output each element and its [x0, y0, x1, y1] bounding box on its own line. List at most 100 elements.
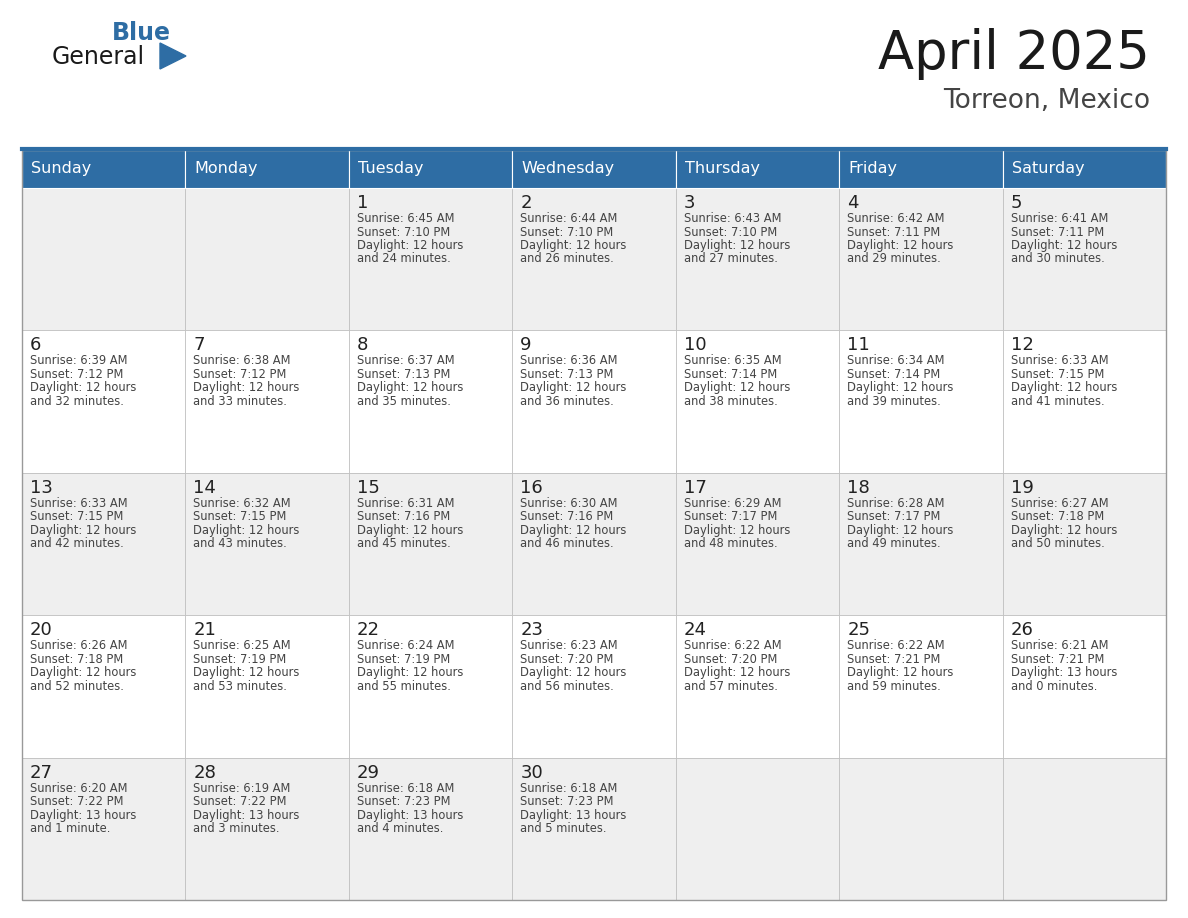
- Text: 30: 30: [520, 764, 543, 781]
- Bar: [23, 150, 185, 188]
- Text: and 41 minutes.: and 41 minutes.: [1011, 395, 1104, 408]
- Text: Sunrise: 6:35 AM: Sunrise: 6:35 AM: [684, 354, 782, 367]
- Text: Friday: Friday: [848, 162, 897, 176]
- Bar: [512, 188, 676, 330]
- Text: Sunrise: 6:39 AM: Sunrise: 6:39 AM: [30, 354, 127, 367]
- Text: and 52 minutes.: and 52 minutes.: [30, 679, 124, 693]
- Text: and 46 minutes.: and 46 minutes.: [520, 537, 614, 550]
- Text: Sunset: 7:21 PM: Sunset: 7:21 PM: [1011, 653, 1104, 666]
- Text: Sunset: 7:23 PM: Sunset: 7:23 PM: [356, 795, 450, 808]
- Text: Daylight: 12 hours: Daylight: 12 hours: [1011, 381, 1117, 395]
- Text: Sunrise: 6:22 AM: Sunrise: 6:22 AM: [684, 639, 782, 652]
- Text: Sunrise: 6:19 AM: Sunrise: 6:19 AM: [194, 781, 291, 795]
- Text: 11: 11: [847, 336, 870, 354]
- Text: Daylight: 12 hours: Daylight: 12 hours: [356, 524, 463, 537]
- Text: 20: 20: [30, 621, 52, 639]
- Text: Sunrise: 6:44 AM: Sunrise: 6:44 AM: [520, 212, 618, 225]
- Text: Sunrise: 6:36 AM: Sunrise: 6:36 AM: [520, 354, 618, 367]
- Text: 10: 10: [684, 336, 707, 354]
- Text: Sunrise: 6:25 AM: Sunrise: 6:25 AM: [194, 639, 291, 652]
- Text: 6: 6: [30, 336, 42, 354]
- Text: Daylight: 12 hours: Daylight: 12 hours: [30, 524, 137, 537]
- Text: Daylight: 12 hours: Daylight: 12 hours: [1011, 524, 1117, 537]
- Text: Daylight: 12 hours: Daylight: 12 hours: [1011, 239, 1117, 252]
- Text: Daylight: 12 hours: Daylight: 12 hours: [194, 381, 299, 395]
- Bar: [676, 330, 839, 473]
- Text: 16: 16: [520, 479, 543, 497]
- Text: and 50 minutes.: and 50 minutes.: [1011, 537, 1105, 550]
- Text: Daylight: 13 hours: Daylight: 13 hours: [520, 809, 626, 822]
- Text: Sunrise: 6:22 AM: Sunrise: 6:22 AM: [847, 639, 944, 652]
- Text: Sunrise: 6:30 AM: Sunrise: 6:30 AM: [520, 497, 618, 509]
- Text: 15: 15: [356, 479, 380, 497]
- Bar: [23, 757, 185, 900]
- Bar: [23, 615, 185, 757]
- Bar: [839, 473, 1003, 615]
- Text: and 45 minutes.: and 45 minutes.: [356, 537, 450, 550]
- Text: Daylight: 12 hours: Daylight: 12 hours: [847, 524, 954, 537]
- Text: Daylight: 12 hours: Daylight: 12 hours: [847, 239, 954, 252]
- Text: Sunset: 7:10 PM: Sunset: 7:10 PM: [520, 226, 613, 239]
- Text: Daylight: 12 hours: Daylight: 12 hours: [520, 381, 626, 395]
- Bar: [676, 757, 839, 900]
- Text: Sunrise: 6:23 AM: Sunrise: 6:23 AM: [520, 639, 618, 652]
- Text: Daylight: 12 hours: Daylight: 12 hours: [356, 239, 463, 252]
- Text: and 56 minutes.: and 56 minutes.: [520, 679, 614, 693]
- Text: 8: 8: [356, 336, 368, 354]
- Bar: [512, 473, 676, 615]
- Bar: [839, 615, 1003, 757]
- Text: 27: 27: [30, 764, 53, 781]
- Text: Sunset: 7:10 PM: Sunset: 7:10 PM: [356, 226, 450, 239]
- Text: 18: 18: [847, 479, 870, 497]
- Text: and 48 minutes.: and 48 minutes.: [684, 537, 777, 550]
- Text: Sunset: 7:18 PM: Sunset: 7:18 PM: [1011, 510, 1104, 523]
- Bar: [185, 757, 349, 900]
- Bar: [676, 150, 839, 188]
- Text: Sunset: 7:13 PM: Sunset: 7:13 PM: [520, 368, 614, 381]
- Text: Sunset: 7:14 PM: Sunset: 7:14 PM: [684, 368, 777, 381]
- Text: 5: 5: [1011, 194, 1022, 212]
- Bar: [185, 615, 349, 757]
- Text: Sunset: 7:12 PM: Sunset: 7:12 PM: [30, 368, 124, 381]
- Text: Daylight: 12 hours: Daylight: 12 hours: [356, 381, 463, 395]
- Text: Sunrise: 6:33 AM: Sunrise: 6:33 AM: [1011, 354, 1108, 367]
- Text: Sunrise: 6:43 AM: Sunrise: 6:43 AM: [684, 212, 782, 225]
- Text: Daylight: 12 hours: Daylight: 12 hours: [684, 524, 790, 537]
- Text: and 43 minutes.: and 43 minutes.: [194, 537, 287, 550]
- Text: and 4 minutes.: and 4 minutes.: [356, 823, 443, 835]
- Text: Daylight: 12 hours: Daylight: 12 hours: [847, 381, 954, 395]
- Text: Sunday: Sunday: [31, 162, 91, 176]
- Text: Sunset: 7:16 PM: Sunset: 7:16 PM: [356, 510, 450, 523]
- Text: Sunset: 7:22 PM: Sunset: 7:22 PM: [30, 795, 124, 808]
- Text: and 38 minutes.: and 38 minutes.: [684, 395, 777, 408]
- Text: Blue: Blue: [112, 21, 171, 45]
- Text: Sunrise: 6:26 AM: Sunrise: 6:26 AM: [30, 639, 127, 652]
- Polygon shape: [160, 43, 187, 69]
- Text: Sunset: 7:15 PM: Sunset: 7:15 PM: [1011, 368, 1104, 381]
- Text: Sunset: 7:11 PM: Sunset: 7:11 PM: [847, 226, 941, 239]
- Bar: [512, 615, 676, 757]
- Text: Sunrise: 6:42 AM: Sunrise: 6:42 AM: [847, 212, 944, 225]
- Text: Sunrise: 6:33 AM: Sunrise: 6:33 AM: [30, 497, 127, 509]
- Text: Sunset: 7:23 PM: Sunset: 7:23 PM: [520, 795, 614, 808]
- Bar: [23, 473, 185, 615]
- Bar: [349, 150, 512, 188]
- Text: 1: 1: [356, 194, 368, 212]
- Text: Daylight: 13 hours: Daylight: 13 hours: [1011, 666, 1117, 679]
- Text: 26: 26: [1011, 621, 1034, 639]
- Text: Sunset: 7:11 PM: Sunset: 7:11 PM: [1011, 226, 1104, 239]
- Text: 2: 2: [520, 194, 532, 212]
- Bar: [185, 150, 349, 188]
- Text: Torreon, Mexico: Torreon, Mexico: [943, 88, 1150, 114]
- Text: Sunset: 7:12 PM: Sunset: 7:12 PM: [194, 368, 286, 381]
- Text: and 33 minutes.: and 33 minutes.: [194, 395, 287, 408]
- Bar: [349, 757, 512, 900]
- Text: and 59 minutes.: and 59 minutes.: [847, 679, 941, 693]
- Text: Tuesday: Tuesday: [358, 162, 423, 176]
- Text: Daylight: 12 hours: Daylight: 12 hours: [30, 666, 137, 679]
- Bar: [839, 150, 1003, 188]
- Text: Daylight: 12 hours: Daylight: 12 hours: [356, 666, 463, 679]
- Text: Sunrise: 6:41 AM: Sunrise: 6:41 AM: [1011, 212, 1108, 225]
- Text: Daylight: 13 hours: Daylight: 13 hours: [194, 809, 299, 822]
- Text: Daylight: 13 hours: Daylight: 13 hours: [30, 809, 137, 822]
